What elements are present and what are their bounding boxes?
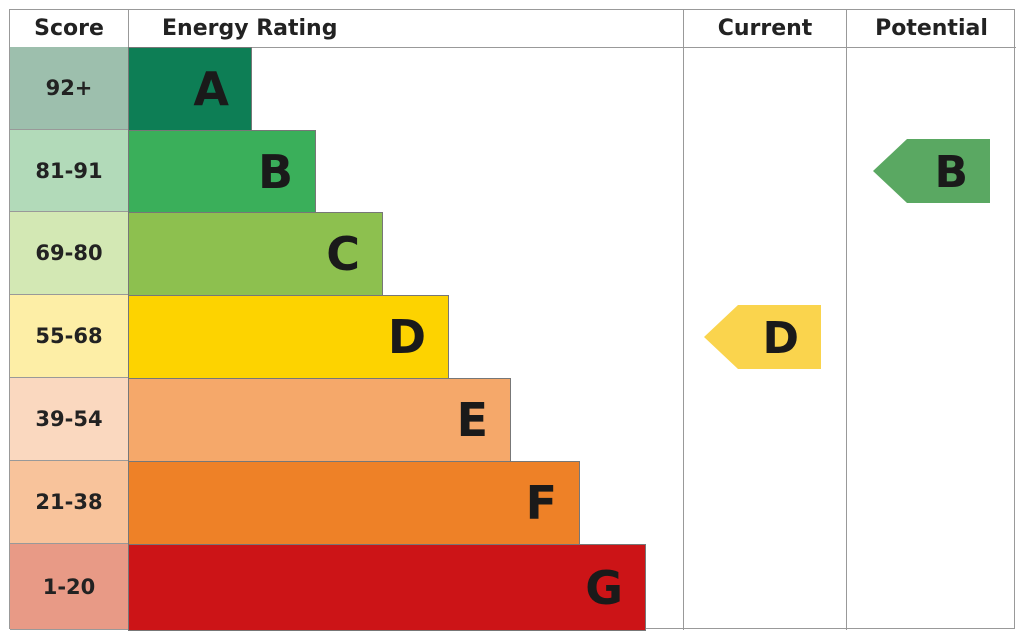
column-divider: [846, 9, 847, 630]
rating-bar-a: A: [128, 47, 252, 131]
arrow-shape: [873, 139, 990, 203]
arrow-shape: [704, 304, 821, 369]
header-divider: [9, 47, 1016, 48]
potential-rating-letter: B: [934, 147, 968, 198]
rating-bar-g: G: [128, 544, 646, 631]
header-potential: Potential: [875, 16, 988, 41]
score-band-b: 81-91: [10, 130, 128, 212]
rating-bar-b: B: [128, 130, 316, 213]
column-divider: [683, 9, 684, 630]
rating-bar-e: E: [128, 378, 511, 462]
header-current: Current: [717, 16, 813, 41]
rating-bar-f: F: [128, 461, 580, 545]
rating-bar-d: D: [128, 295, 449, 379]
potential-rating-arrow: B: [873, 139, 990, 203]
current-rating-arrow: D: [704, 304, 821, 369]
rating-bar-c: C: [128, 212, 383, 296]
score-band-c: 69-80: [10, 212, 128, 295]
score-band-f: 21-38: [10, 461, 128, 544]
current-rating-letter: D: [762, 312, 799, 364]
header-energy-rating: Energy Rating: [162, 16, 338, 41]
score-band-a: 92+: [10, 47, 128, 130]
score-band-d: 55-68: [10, 295, 128, 378]
score-band-g: 1-20: [10, 544, 128, 630]
header-score: Score: [34, 16, 104, 41]
score-band-e: 39-54: [10, 378, 128, 461]
